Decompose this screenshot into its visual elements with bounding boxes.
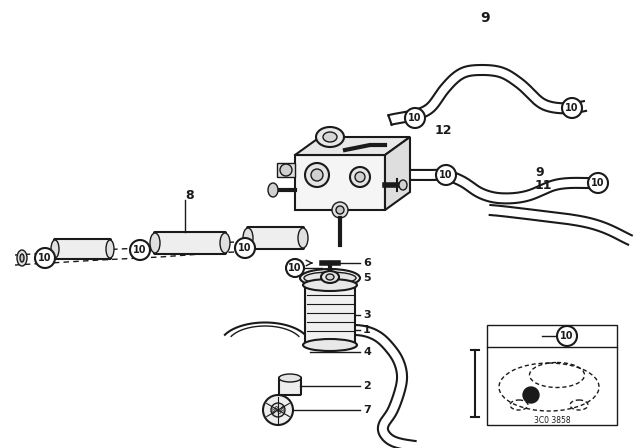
Circle shape xyxy=(436,165,456,185)
Text: 11: 11 xyxy=(535,178,552,191)
Circle shape xyxy=(557,326,577,346)
Bar xyxy=(487,325,617,425)
Text: 3: 3 xyxy=(363,310,371,320)
FancyBboxPatch shape xyxy=(247,227,304,249)
Circle shape xyxy=(305,163,329,187)
FancyBboxPatch shape xyxy=(154,232,226,254)
Ellipse shape xyxy=(20,254,24,262)
Text: 4: 4 xyxy=(363,347,371,357)
Circle shape xyxy=(263,395,293,425)
Circle shape xyxy=(271,403,285,417)
Ellipse shape xyxy=(326,274,334,280)
Polygon shape xyxy=(277,163,295,177)
Text: 6: 6 xyxy=(363,258,371,268)
Ellipse shape xyxy=(17,250,27,266)
Circle shape xyxy=(562,98,582,118)
Ellipse shape xyxy=(243,228,253,248)
Text: 10: 10 xyxy=(591,178,605,188)
Text: 10: 10 xyxy=(560,331,573,341)
Ellipse shape xyxy=(399,180,407,190)
Ellipse shape xyxy=(316,127,344,147)
Text: 5: 5 xyxy=(363,273,371,283)
Circle shape xyxy=(588,173,608,193)
Text: 8: 8 xyxy=(185,189,194,202)
Circle shape xyxy=(355,172,365,182)
Polygon shape xyxy=(295,137,410,155)
Circle shape xyxy=(286,259,304,277)
Text: 10: 10 xyxy=(38,253,52,263)
Circle shape xyxy=(350,167,370,187)
Text: 3C0 3858: 3C0 3858 xyxy=(534,415,570,425)
Ellipse shape xyxy=(51,240,59,258)
Ellipse shape xyxy=(323,132,337,142)
Text: 10: 10 xyxy=(565,103,579,113)
Circle shape xyxy=(523,387,539,403)
Circle shape xyxy=(332,202,348,218)
Ellipse shape xyxy=(303,339,357,351)
Circle shape xyxy=(130,240,150,260)
Ellipse shape xyxy=(321,271,339,283)
Text: 12: 12 xyxy=(435,124,452,137)
Bar xyxy=(305,285,355,345)
Bar xyxy=(295,155,385,210)
Circle shape xyxy=(280,164,292,176)
Ellipse shape xyxy=(303,279,357,291)
FancyBboxPatch shape xyxy=(54,239,111,259)
Circle shape xyxy=(311,169,323,181)
Ellipse shape xyxy=(220,233,230,253)
Circle shape xyxy=(405,108,425,128)
Text: 2: 2 xyxy=(363,381,371,391)
Text: 10: 10 xyxy=(133,245,147,255)
Circle shape xyxy=(35,248,55,268)
Ellipse shape xyxy=(150,233,160,253)
Ellipse shape xyxy=(304,272,356,284)
Ellipse shape xyxy=(279,374,301,382)
Ellipse shape xyxy=(298,228,308,248)
Circle shape xyxy=(235,238,255,258)
Text: 7: 7 xyxy=(363,405,371,415)
Ellipse shape xyxy=(106,240,114,258)
Text: 10: 10 xyxy=(288,263,301,273)
Text: 1: 1 xyxy=(363,325,371,335)
Text: 9: 9 xyxy=(480,11,490,25)
Polygon shape xyxy=(385,137,410,210)
Text: 9: 9 xyxy=(535,165,543,178)
Circle shape xyxy=(336,206,344,214)
Text: 10: 10 xyxy=(439,170,452,180)
Text: 10: 10 xyxy=(408,113,422,123)
FancyBboxPatch shape xyxy=(279,377,301,395)
Ellipse shape xyxy=(268,183,278,197)
Ellipse shape xyxy=(300,269,360,287)
Text: 10: 10 xyxy=(238,243,252,253)
